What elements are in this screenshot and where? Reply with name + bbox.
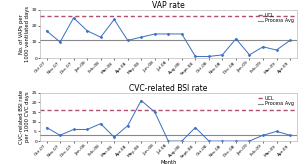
UCL — [45, 109, 48, 111]
UCL — [58, 109, 62, 111]
UCL — [45, 15, 48, 17]
Process Avg — [45, 39, 48, 41]
Process Avg — [58, 39, 62, 41]
Legend: UCL, Process Avg: UCL, Process Avg — [257, 12, 294, 24]
Y-axis label: CVC-related BSI rate
per 1000 CVC days: CVC-related BSI rate per 1000 CVC days — [19, 90, 30, 144]
Title: VAP rate: VAP rate — [152, 1, 185, 10]
UCL — [58, 15, 62, 17]
X-axis label: Month: Month — [160, 160, 177, 164]
Legend: UCL, Process Avg: UCL, Process Avg — [257, 95, 294, 107]
Process Avg — [45, 134, 48, 136]
Y-axis label: No. of VAPs per
1000 ventilated days: No. of VAPs per 1000 ventilated days — [19, 6, 30, 62]
Process Avg — [58, 134, 62, 136]
Title: CVC-related BSI rate: CVC-related BSI rate — [129, 84, 207, 93]
